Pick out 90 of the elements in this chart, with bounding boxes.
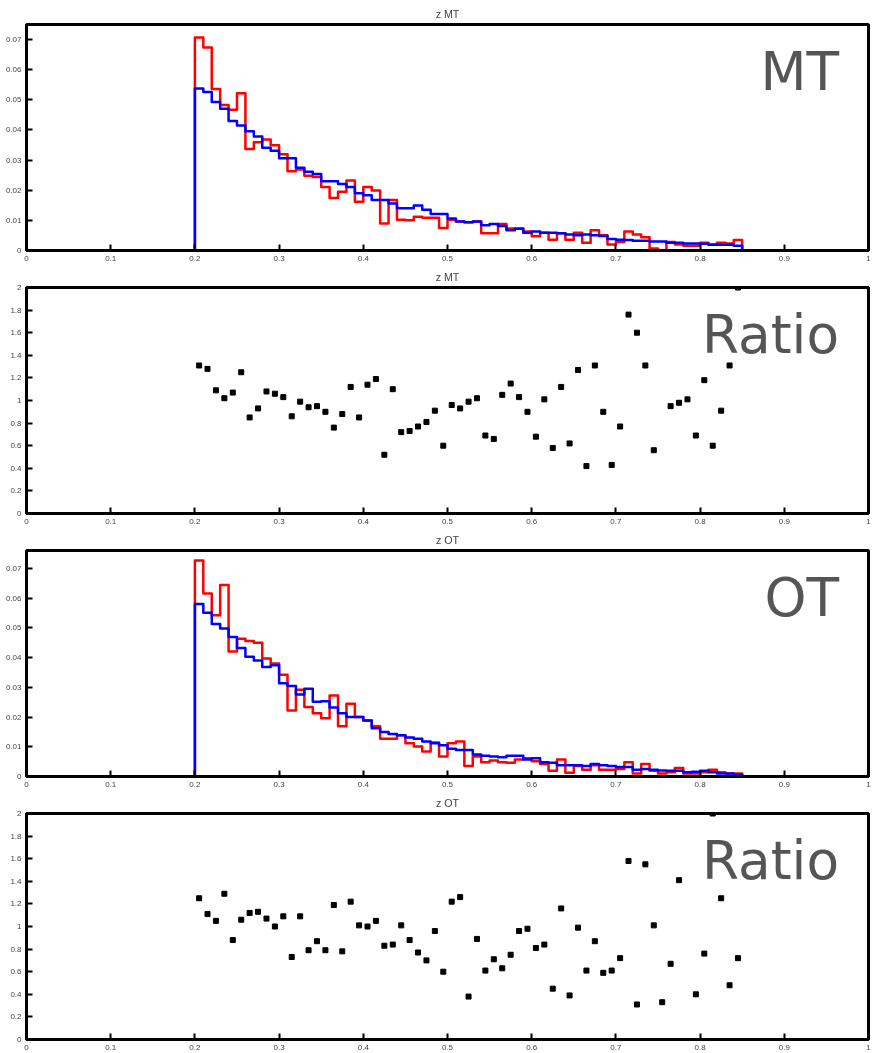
y-tick-label: 1.2	[10, 899, 23, 909]
x-tick-label: 0.8	[694, 516, 707, 526]
annotation: Ratio	[702, 829, 840, 893]
y-tick-label: 0.05	[5, 95, 23, 105]
y-tick-label: 0.4	[10, 463, 23, 473]
y-tick-label: 0.8	[10, 944, 23, 954]
x-tick-label: 0.2	[189, 779, 202, 789]
x-tick-label: 0.6	[526, 779, 538, 789]
y-tick-label: 0.04	[5, 125, 23, 135]
x-tick-label: 0.5	[441, 253, 454, 263]
x-tick-label: 0.4	[357, 1042, 370, 1052]
x-tick-label: 0	[24, 516, 30, 526]
y-tick-label: 1.8	[10, 831, 23, 841]
annotation: Ratio	[702, 303, 840, 367]
y-tick-label: 1.8	[10, 305, 23, 315]
y-tick-label: 1.4	[10, 350, 23, 360]
x-tick-label: 0.6	[526, 1042, 538, 1052]
y-tick-label: 0.01	[5, 215, 23, 225]
x-tick-label: 0.4	[357, 516, 370, 526]
x-tick-label: 0.8	[694, 1042, 707, 1052]
x-tick-label: 0.7	[610, 1042, 623, 1052]
y-tick-label: 0.02	[5, 712, 23, 722]
x-tick-label: 0.7	[610, 516, 623, 526]
annotation: MT	[760, 40, 840, 104]
x-tick-label: 1	[866, 253, 872, 263]
x-tick-label: 1	[866, 1042, 872, 1052]
x-tick-label: 0.5	[441, 779, 454, 789]
y-tick-label: 0.6	[10, 967, 23, 977]
y-tick-label: 0.2	[10, 486, 23, 496]
y-tick-label: 0.01	[5, 742, 23, 752]
x-tick-label: 0.6	[526, 253, 538, 263]
y-tick-label: 0.07	[5, 35, 23, 45]
y-tick-label: 0.03	[5, 155, 23, 165]
x-tick-label: 0.9	[778, 253, 791, 263]
x-tick-label: 1	[866, 516, 872, 526]
y-tick-label: 0	[17, 772, 23, 781]
chart-title: z OT	[435, 796, 460, 809]
y-tick-label: 0.05	[5, 623, 23, 633]
y-tick-label: 0.4	[10, 989, 23, 999]
y-tick-label: 1	[17, 396, 23, 405]
y-tick-label: 0.07	[5, 563, 23, 573]
x-tick-label: 0.1	[105, 1042, 117, 1052]
y-tick-label: 1.6	[10, 328, 23, 338]
y-tick-label: 0.8	[10, 418, 23, 428]
x-tick-label: 0.8	[694, 779, 707, 789]
x-tick-label: 0.1	[105, 253, 117, 263]
x-tick-label: 0	[24, 1042, 30, 1052]
x-tick-label: 0	[24, 779, 30, 789]
x-tick-label: 0.2	[189, 253, 202, 263]
y-tick-label: 0.04	[5, 653, 23, 663]
x-tick-label: 0.5	[441, 1042, 454, 1052]
x-tick-label: 0.1	[105, 516, 117, 526]
y-tick-label: 0.06	[5, 593, 23, 603]
y-tick-label: 1	[17, 922, 23, 931]
x-tick-label: 0.9	[778, 1042, 791, 1052]
y-tick-label: 1.6	[10, 854, 23, 864]
x-tick-label: 0.4	[357, 779, 370, 789]
x-tick-label: 0.3	[273, 1042, 286, 1052]
chart-title: z MT	[435, 270, 460, 283]
chart-title: z OT	[435, 533, 460, 546]
y-tick-label: 0.03	[5, 682, 23, 692]
y-tick-label: 0	[17, 1035, 23, 1044]
x-tick-label: 0	[24, 253, 30, 263]
x-tick-label: 0.8	[694, 253, 707, 263]
y-tick-label: 1.4	[10, 876, 23, 886]
x-tick-label: 0.9	[778, 516, 791, 526]
y-tick-label: 0	[17, 509, 23, 518]
x-tick-label: 0.1	[105, 779, 117, 789]
x-tick-label: 1	[866, 779, 872, 789]
x-tick-label: 0.5	[441, 516, 454, 526]
annotation: OT	[764, 566, 840, 630]
x-tick-label: 0.2	[189, 1042, 202, 1052]
y-tick-label: 0.2	[10, 1012, 23, 1022]
y-tick-label: 0.02	[5, 185, 23, 195]
y-tick-label: 1.2	[10, 373, 23, 383]
x-tick-label: 0.9	[778, 779, 791, 789]
x-tick-label: 0.7	[610, 253, 623, 263]
x-tick-label: 0.3	[273, 516, 286, 526]
y-tick-label: 0.06	[5, 65, 23, 75]
x-tick-label: 0.3	[273, 779, 286, 789]
x-tick-label: 0.6	[526, 516, 538, 526]
x-tick-label: 0.3	[273, 253, 286, 263]
y-tick-label: 2	[17, 283, 23, 292]
y-tick-label: 0	[17, 246, 23, 255]
y-tick-label: 2	[17, 809, 23, 818]
chart-title: z MT	[435, 7, 460, 20]
x-tick-label: 0.4	[357, 253, 370, 263]
x-tick-label: 0.7	[610, 779, 623, 789]
x-tick-label: 0.2	[189, 516, 202, 526]
y-tick-label: 0.6	[10, 441, 23, 451]
